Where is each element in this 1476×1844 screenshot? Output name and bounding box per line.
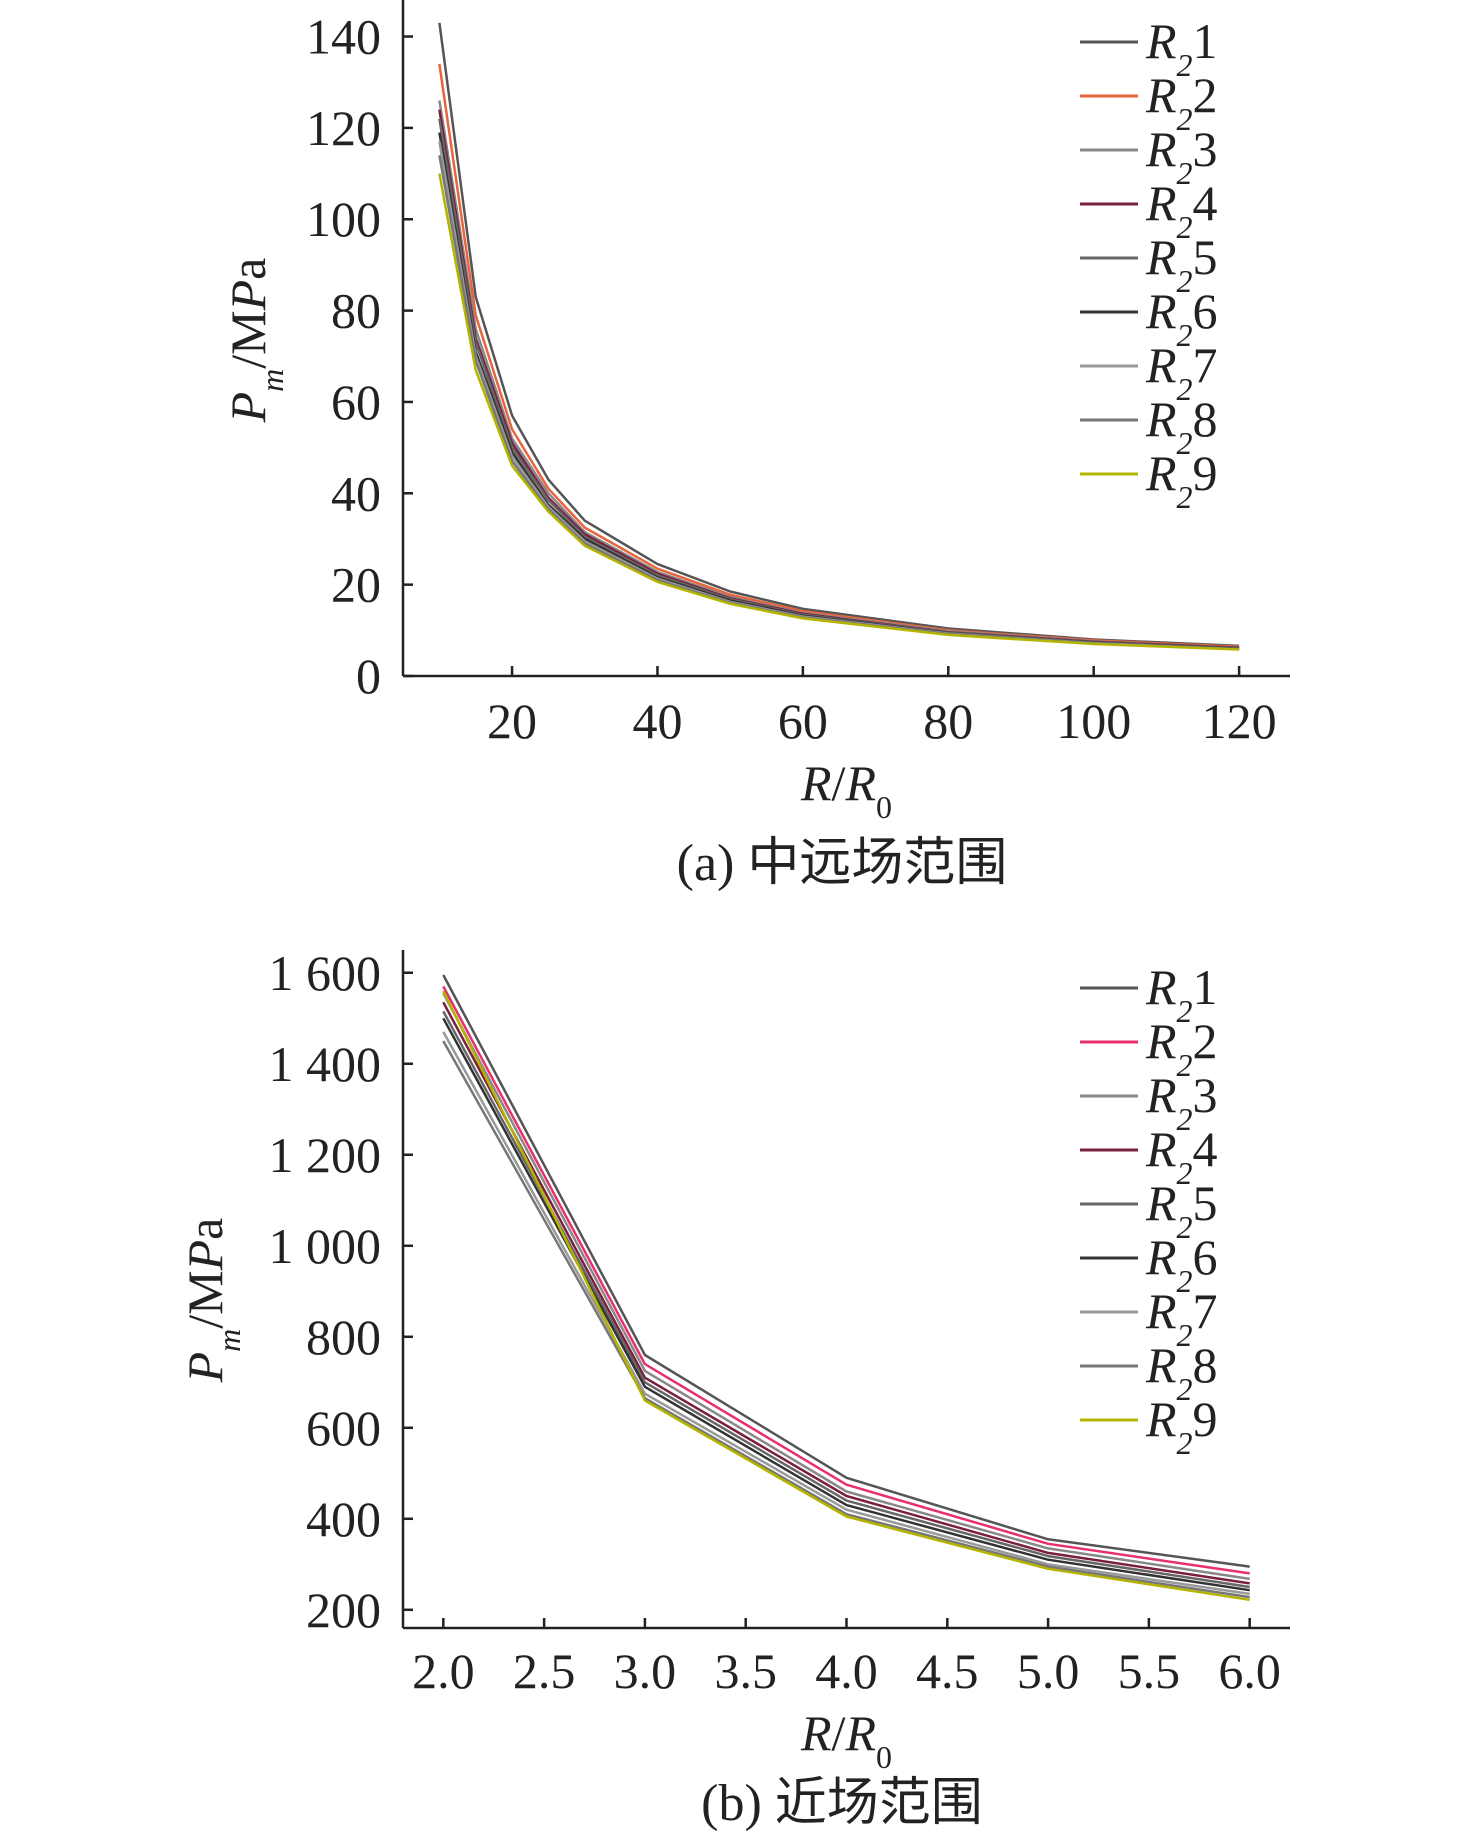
- panel-caption: (b) 近场范围: [701, 1775, 983, 1832]
- y-tick-label: 1 200: [269, 1127, 382, 1183]
- x-tick-label: 3.5: [714, 1643, 777, 1699]
- y-tick-label: 80: [331, 283, 381, 339]
- panel-caption: (a) 中远场范围: [677, 835, 1008, 892]
- x-tick-label: 6.0: [1218, 1643, 1281, 1699]
- y-tick-label: 40: [331, 465, 381, 521]
- y-tick-label: 120: [306, 100, 381, 156]
- series-line-5: [442, 1010, 1250, 1589]
- legend-label: R22: [1145, 67, 1218, 137]
- x-tick-label: 20: [487, 693, 537, 749]
- y-tick-label: 600: [306, 1400, 381, 1456]
- legend-label: R24: [1145, 175, 1218, 245]
- series-line-3: [438, 100, 1240, 649]
- x-tick-label: 2.0: [412, 1643, 475, 1699]
- legend-label: R26: [1145, 283, 1218, 353]
- series-line-8: [438, 155, 1240, 651]
- legend-label: R29: [1145, 1391, 1218, 1461]
- legend-label: R24: [1145, 1121, 1218, 1191]
- series-line-6: [442, 1017, 1250, 1592]
- series-line-5: [438, 118, 1240, 650]
- y-axis-label: Pm/MPa: [177, 1218, 247, 1384]
- x-tick-label: 100: [1056, 693, 1131, 749]
- x-tick-label: 4.0: [815, 1643, 878, 1699]
- series-line-1: [438, 22, 1240, 648]
- series-line-9: [442, 990, 1250, 1602]
- x-axis-label: R/R0: [800, 1705, 892, 1775]
- y-tick-label: 400: [306, 1491, 381, 1547]
- y-tick-label: 1 600: [269, 945, 382, 1001]
- legend-label: R23: [1145, 121, 1218, 191]
- series-line-3: [442, 992, 1250, 1581]
- x-tick-label: 2.5: [513, 1643, 576, 1699]
- y-tick-label: 1 400: [269, 1036, 382, 1092]
- x-tick-label: 4.5: [916, 1643, 979, 1699]
- series-line-9: [438, 173, 1240, 651]
- series-line-7: [442, 1031, 1250, 1596]
- y-tick-label: 800: [306, 1309, 381, 1365]
- legend-label: R22: [1145, 1013, 1218, 1083]
- legend-label: R21: [1145, 959, 1218, 1029]
- x-tick-label: 60: [778, 693, 828, 749]
- legend-label: R26: [1145, 1229, 1218, 1299]
- chart-panel-b: 200 400 600 800 1 000 1 200 1 400 1 600 2.0 2.5 3.…: [177, 945, 1290, 1832]
- y-tick-label: 20: [331, 557, 381, 613]
- series-line-2: [442, 985, 1250, 1575]
- series-line-4: [438, 109, 1240, 649]
- y-tick-label: 0: [356, 648, 381, 704]
- x-axis-label: R/R0: [800, 755, 892, 825]
- x-tick-label: 5.5: [1118, 1643, 1181, 1699]
- series-line-1: [442, 974, 1250, 1568]
- legend-label: R25: [1145, 229, 1218, 299]
- x-tick-label: 5.0: [1017, 1643, 1080, 1699]
- legend-label: R23: [1145, 1067, 1218, 1137]
- series-line-8: [442, 1040, 1250, 1599]
- series-line-6: [438, 132, 1240, 650]
- x-tick-label: 120: [1202, 693, 1277, 749]
- y-axis-label: Pm/MPa: [220, 258, 290, 424]
- y-tick-label: 60: [331, 374, 381, 430]
- legend-label: R28: [1145, 1337, 1218, 1407]
- legend-label: R25: [1145, 1175, 1218, 1245]
- y-tick-label: 1 000: [269, 1218, 382, 1274]
- y-tick-label: 100: [306, 191, 381, 247]
- x-tick-label: 40: [632, 693, 682, 749]
- x-tick-label: 80: [923, 693, 973, 749]
- legend-label: R27: [1145, 337, 1218, 407]
- y-tick-label: 140: [306, 9, 381, 65]
- legend-label: R21: [1145, 13, 1218, 83]
- series-line-7: [438, 141, 1240, 651]
- legend-label: R28: [1145, 391, 1218, 461]
- y-tick-label: 200: [306, 1582, 381, 1638]
- series-line-4: [442, 1001, 1250, 1585]
- legend-label: R29: [1145, 445, 1218, 515]
- legend-label: R27: [1145, 1283, 1218, 1353]
- x-tick-label: 3.0: [614, 1643, 677, 1699]
